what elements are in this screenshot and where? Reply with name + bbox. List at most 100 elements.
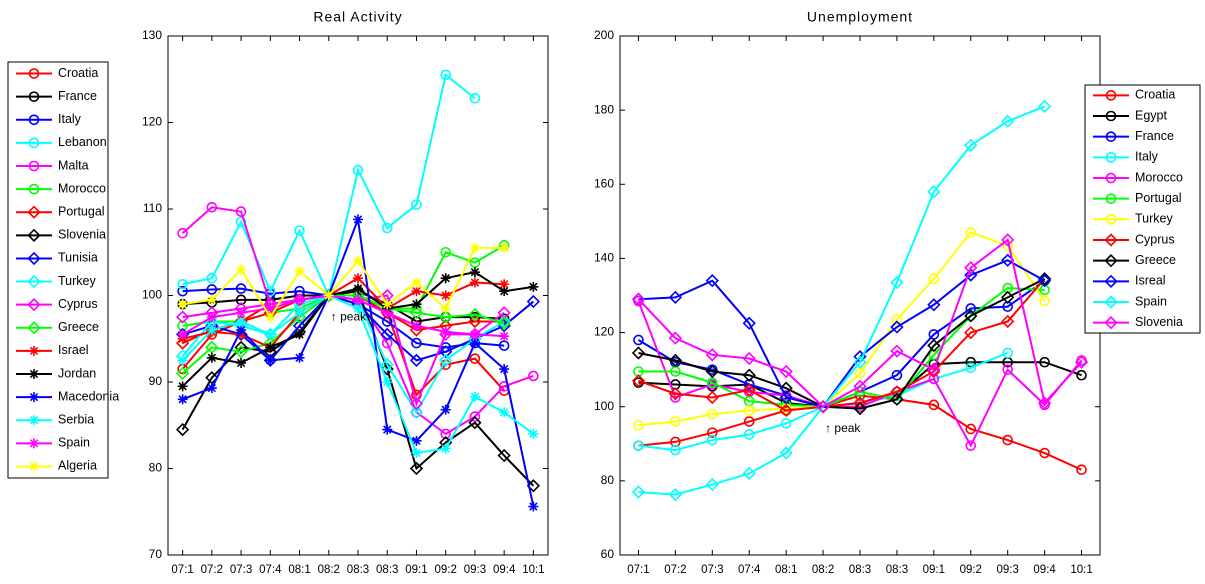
data-point (411, 286, 422, 297)
data-point (497, 316, 511, 330)
legend-label: Italy (58, 112, 82, 126)
data-point (234, 345, 248, 359)
legend-label: Malta (58, 158, 89, 172)
legend-label: Isreal (1135, 274, 1166, 288)
legend-marker (27, 298, 41, 312)
data-point (294, 294, 305, 305)
data-point (743, 405, 755, 416)
legend-marker (28, 114, 40, 126)
legend-label: Morocco (58, 181, 106, 195)
data-point (177, 381, 188, 392)
data-point (468, 314, 482, 329)
legend-label: Algeria (58, 459, 97, 473)
data-point (853, 401, 867, 416)
x-tick-label: 08:2 (318, 564, 340, 576)
data-point (742, 383, 756, 397)
data-point (927, 338, 941, 353)
data-point (890, 275, 904, 290)
data-point (1039, 356, 1050, 368)
legend-label: Croatia (58, 66, 98, 80)
data-point (469, 257, 481, 268)
series-line (637, 238, 1083, 408)
data-point (964, 138, 978, 152)
data-point (633, 366, 644, 377)
legend-marker (1105, 172, 1117, 184)
data-point (964, 309, 978, 323)
x-tick-label: 09:1 (405, 564, 427, 576)
y-tick-label: 100 (594, 399, 614, 413)
data-point (440, 428, 451, 440)
data-point (742, 466, 756, 481)
x-tick-label: 09:4 (1033, 564, 1056, 576)
x-tick-label: 07:2 (201, 564, 223, 576)
data-point (265, 312, 276, 323)
data-point (294, 352, 305, 363)
data-point (440, 342, 451, 353)
annotation: ↑ peak (331, 310, 367, 324)
annotation: ↑ peak (825, 421, 861, 435)
x-tick-label: 08:3 (347, 564, 369, 576)
data-point (1039, 284, 1050, 296)
data-point (890, 392, 904, 406)
legend-marker (1105, 152, 1117, 163)
data-point (499, 364, 510, 375)
x-tick-label: 08:1 (288, 564, 310, 576)
data-point (670, 444, 681, 456)
data-point (670, 392, 681, 403)
legend-label: Spain (1135, 294, 1167, 308)
series-line (638, 105, 1045, 496)
data-point (631, 292, 646, 306)
data-point (177, 278, 188, 290)
data-point (927, 363, 941, 377)
legend-label: Portugal (58, 205, 105, 219)
data-point (633, 419, 644, 431)
legend-label: France (58, 89, 97, 103)
legend-label: Croatia (1135, 88, 1175, 102)
y-tick-label: 80 (601, 473, 615, 487)
data-point (964, 325, 978, 340)
data-point (440, 326, 451, 337)
data-point (469, 242, 480, 253)
legend-marker (29, 369, 39, 379)
data-point (409, 323, 424, 337)
y-tick-label: 90 (149, 374, 163, 388)
data-point (631, 374, 646, 388)
data-point (528, 428, 539, 439)
x-tick-label: 07:1 (171, 564, 193, 576)
legend-label: Turkey (58, 274, 96, 288)
legend-marker (27, 321, 41, 335)
legend-marker (29, 438, 39, 449)
data-point (177, 299, 188, 310)
data-point (928, 329, 940, 340)
legend-marker (1104, 274, 1118, 288)
legend-label: Greece (58, 320, 99, 334)
data-point (409, 353, 424, 368)
data-point (670, 416, 681, 427)
data-point (1001, 290, 1015, 304)
x-tick-label: 07:2 (664, 564, 686, 576)
data-point (353, 283, 363, 294)
data-point (235, 294, 247, 306)
data-point (668, 331, 683, 345)
series-line (638, 278, 1046, 412)
data-point (705, 348, 719, 362)
data-point (707, 408, 718, 420)
y-tick-label: 100 (142, 288, 162, 302)
data-point (440, 246, 451, 258)
data-point (779, 364, 793, 379)
data-point (380, 358, 394, 372)
data-point (928, 399, 940, 411)
data-point (177, 320, 188, 332)
data-point (469, 338, 480, 349)
data-point (206, 383, 217, 394)
data-point (235, 206, 247, 217)
legend-marker (27, 205, 41, 219)
data-point (353, 214, 363, 225)
legend-marker (1105, 110, 1117, 122)
data-point (411, 320, 422, 331)
x-tick-label: 09:2 (434, 564, 456, 576)
data-point (411, 447, 422, 458)
data-point (409, 461, 424, 476)
data-point (890, 320, 904, 334)
